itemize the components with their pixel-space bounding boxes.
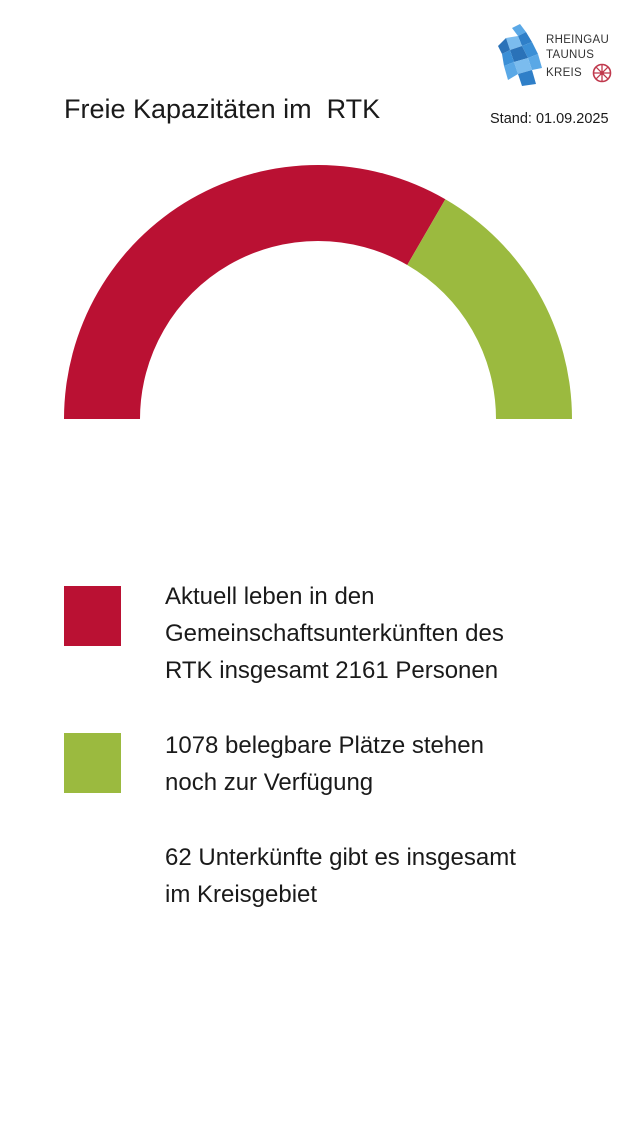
- wheel-emblem-icon: [592, 63, 612, 83]
- legend-swatch-free: [64, 733, 121, 793]
- logo-line: RHEINGAU: [546, 34, 610, 46]
- gauge-segment-belegt: [64, 164, 446, 419]
- rtk-logo: RHEINGAU TAUNUS KREIS: [498, 22, 618, 90]
- logo-line: TAUNUS: [546, 49, 595, 61]
- legend-line: 62 Unterkünfte gibt es insgesamt: [165, 844, 516, 871]
- legend-line: 1078 belegbare Plätze stehen: [165, 732, 484, 759]
- lion-emblem-icon: [498, 24, 542, 86]
- logo-text: RHEINGAU TAUNUS KREIS: [546, 33, 612, 83]
- legend-text-occupied: Aktuell leben in den Gemeinschaftsunterk…: [165, 578, 605, 689]
- legend-text-free: 1078 belegbare Plätze stehen noch zur Ve…: [165, 727, 605, 801]
- date-label: Stand: 01.09.2025: [490, 111, 609, 127]
- legend-line: RTK insgesamt 2161 Personen: [165, 657, 499, 684]
- legend-text-facilities: 62 Unterkünfte gibt es insgesamt im Krei…: [165, 839, 605, 913]
- logo-line: KREIS: [546, 66, 583, 79]
- page-title: Freie Kapazitäten im RTK: [64, 94, 381, 124]
- legend-line: im Kreisgebiet: [165, 881, 318, 908]
- capacity-gauge: [64, 164, 572, 419]
- legend-line: Gemeinschaftsunterkünften des: [165, 620, 504, 647]
- gauge-segment-frei: [407, 199, 572, 419]
- legend-line: Aktuell leben in den: [165, 583, 375, 610]
- legend-swatch-occupied: [64, 586, 121, 646]
- legend-line: noch zur Verfügung: [165, 769, 374, 796]
